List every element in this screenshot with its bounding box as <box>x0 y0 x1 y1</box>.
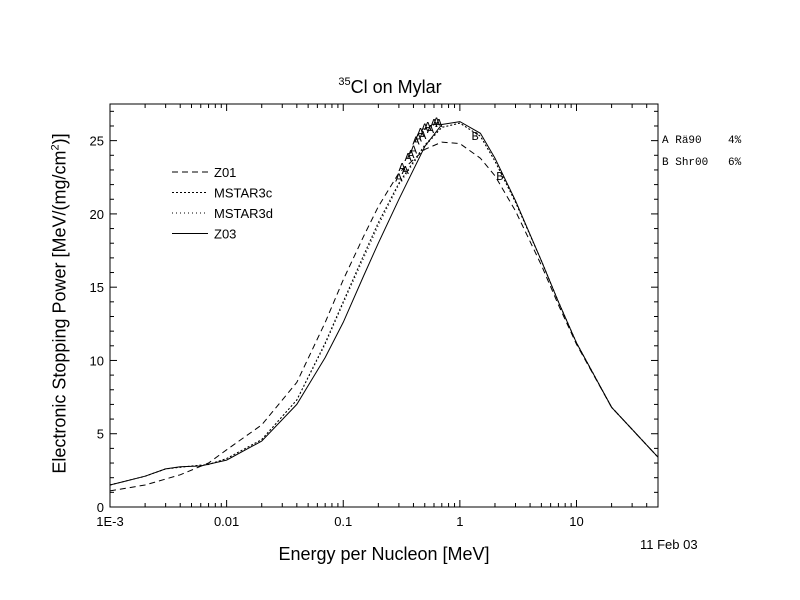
plot-frame <box>109 103 659 508</box>
x-tick-label: 1 <box>456 514 463 529</box>
data-point-a: A <box>412 135 420 149</box>
data-point-a: A <box>410 143 418 157</box>
data-point-a: A <box>427 123 435 137</box>
data-point-a: A <box>435 117 443 131</box>
legend: Z01 MSTAR3c MSTAR3d Z03 <box>172 165 273 242</box>
data-point-a: A <box>402 164 410 178</box>
reference-label: A <box>662 135 669 147</box>
y-axis-label: Electronic Stopping Power [MeV/(mg/cm2)] <box>50 104 71 504</box>
series-layer <box>109 121 659 492</box>
reference-item: B Shr00 6% <box>662 152 741 174</box>
data-point-b: B <box>496 170 503 184</box>
y-axis-label-text: Electronic Stopping Power [MeV/(mg/cm <box>49 150 70 474</box>
legend-label: MSTAR3c <box>214 186 273 201</box>
data-point-a: A <box>395 171 403 185</box>
series-line-z03 <box>109 121 659 486</box>
title-superscript: 35 <box>338 76 351 88</box>
date-stamp: 11 Feb 03 <box>640 537 698 552</box>
y-tick-label: 5 <box>97 427 104 442</box>
axis-ticks: 0 5 10 15 20 25 1E-3 0.01 0.1 1 10 <box>90 104 659 529</box>
y-tick-label: 0 <box>97 500 104 515</box>
y-axis-label-suffix: )] <box>49 133 70 145</box>
data-point-a: A <box>407 148 415 162</box>
data-point-a: A <box>415 132 423 146</box>
data-point-a: A <box>424 120 432 134</box>
data-point-b: B <box>471 130 478 144</box>
x-tick-label: 10 <box>569 514 583 529</box>
x-tick-label: 1E-3 <box>96 514 123 529</box>
data-point-a: A <box>433 116 441 130</box>
x-tick-label: 0.1 <box>334 514 352 529</box>
series-line-mstar3d <box>109 122 659 486</box>
data-point-a: A <box>399 161 407 175</box>
reference-item: A Rä90 4% <box>662 130 741 152</box>
reference-label: B <box>662 157 669 169</box>
reference-uncertainty: 6% <box>728 157 742 169</box>
legend-label: MSTAR3d <box>214 206 273 221</box>
series-line-z01 <box>109 141 659 492</box>
legend-label: Z01 <box>214 165 236 180</box>
x-axis-label: Energy per Nucleon [MeV] <box>278 544 490 564</box>
reference-source: Shr00 <box>675 157 709 169</box>
reference-uncertainty: 4% <box>728 135 742 147</box>
y-tick-label: 20 <box>90 207 104 222</box>
y-axis-label-superscript: 2 <box>49 144 62 151</box>
data-point-a: A <box>430 117 438 131</box>
data-point-a: A <box>405 151 413 165</box>
chart-title: 35Cl on Mylar <box>300 76 480 98</box>
data-point-a: A <box>419 129 427 143</box>
x-tick-label: 0.01 <box>214 514 239 529</box>
reference-source: Rä90 <box>675 135 702 147</box>
y-tick-label: 25 <box>90 134 104 149</box>
data-point-a: A <box>417 126 425 140</box>
y-tick-label: 10 <box>90 353 104 368</box>
data-point-a: A <box>421 121 429 135</box>
legend-label: Z03 <box>214 227 236 242</box>
reference-list: A Rä90 4% B Shr00 6% <box>662 130 741 174</box>
title-text: Cl on Mylar <box>350 77 442 97</box>
series-line-mstar3c <box>109 122 659 486</box>
y-tick-label: 15 <box>90 280 104 295</box>
